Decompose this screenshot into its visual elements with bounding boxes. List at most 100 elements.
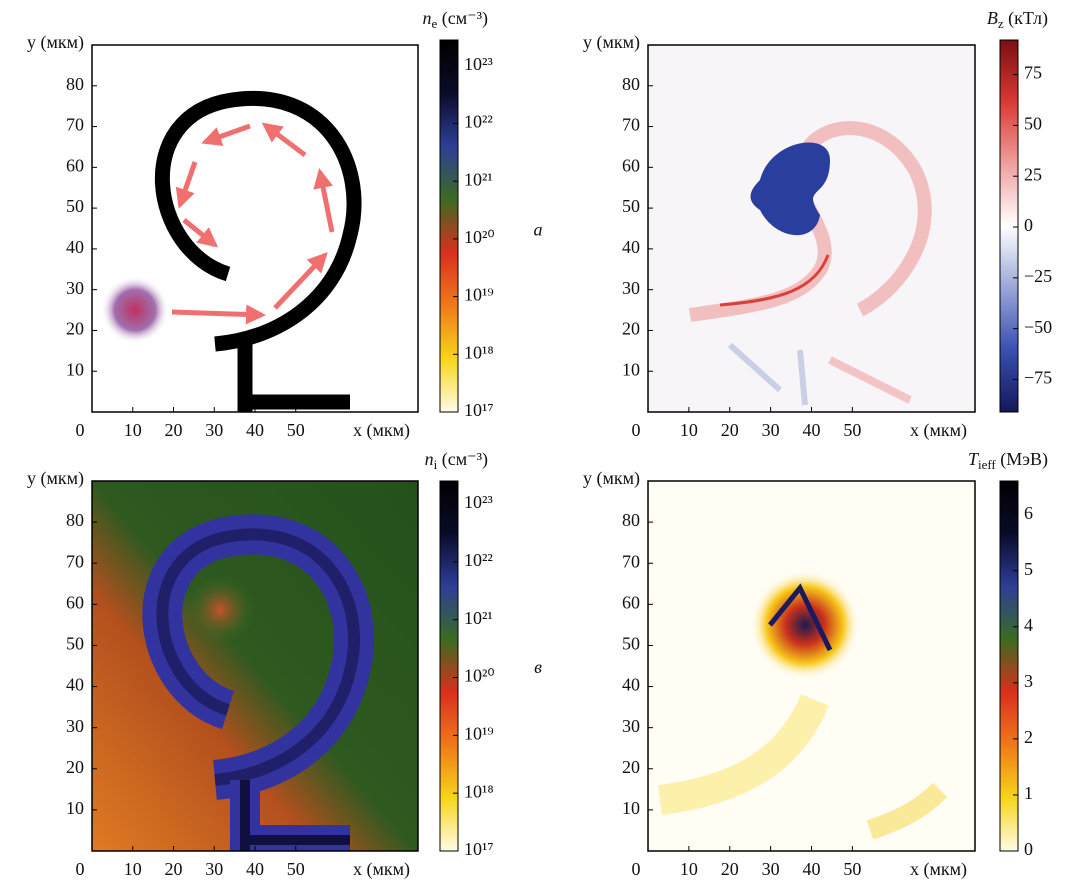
colorbar-unit: (кТл): [1004, 8, 1048, 29]
colorbar-symbol: n: [425, 449, 434, 469]
colorbar-tick-label: 0: [1024, 215, 1033, 235]
colorbar-tick-label: 50: [1024, 114, 1042, 134]
y-tick-label: 70: [622, 115, 640, 135]
colorbar-subscript: ieff: [978, 457, 996, 472]
colorbar-unit: (см⁻³): [437, 449, 488, 470]
x-axis-label: x (мкм): [910, 859, 967, 879]
panel-letter: в: [534, 657, 542, 677]
x-tick-label: 50: [843, 859, 861, 879]
x-axis-label: x (мкм): [910, 420, 967, 441]
colorbar-label: ni (см⁻³): [425, 449, 488, 472]
y-tick-label: 80: [622, 74, 640, 94]
colorbar-tick-label: 75: [1024, 63, 1042, 83]
colorbar-label: ne (см⁻³): [422, 8, 488, 31]
x-axis-label: x (мкм): [353, 859, 410, 879]
heatmap-image: [648, 45, 975, 412]
y-tick-label: 20: [622, 319, 640, 339]
colorbar: [999, 39, 1019, 413]
colorbar-tick-label: 4: [1024, 615, 1033, 635]
colorbar-tick-label: −50: [1024, 317, 1052, 337]
y-tick-label: 20: [622, 757, 640, 777]
colorbar-tick-label: 10¹⁷: [464, 839, 494, 859]
y-tick-label: 30: [66, 278, 84, 298]
y-tick-label: 60: [66, 592, 84, 612]
colorbar-tick-label: 25: [1024, 164, 1042, 184]
y-tick-label: 80: [66, 510, 84, 530]
y-tick-label: 30: [622, 278, 640, 298]
x-axis-label: x (мкм): [353, 420, 410, 441]
colorbar-tick-label: 10²¹: [464, 169, 493, 189]
x-tick-label: 30: [762, 420, 780, 440]
colorbar-tick-label: 10¹⁸: [464, 781, 494, 801]
y-tick-label: 40: [622, 237, 640, 257]
x-tick-label: 50: [287, 859, 305, 879]
colorbar-tick-label: 10¹⁸: [464, 342, 494, 362]
colorbar-symbol: T: [968, 449, 980, 469]
colorbar-tick-label: −75: [1024, 368, 1052, 388]
y-tick-label: 50: [622, 196, 640, 216]
colorbar: [439, 39, 459, 413]
y-tick-label: 10: [622, 798, 640, 818]
colorbar-symbol: n: [422, 8, 431, 28]
x-tick-label: 0: [632, 420, 641, 440]
heatmap-image: [92, 481, 418, 851]
colorbar-tick-label: 10²²: [464, 112, 493, 132]
colorbar-symbol: B: [987, 8, 998, 28]
y-tick-label: 50: [66, 196, 84, 216]
x-tick-label: 10: [680, 420, 698, 440]
y-tick-label: 60: [622, 592, 640, 612]
y-tick-label: 40: [66, 237, 84, 257]
x-tick-label: 0: [632, 859, 641, 879]
x-tick-label: 20: [165, 859, 183, 879]
colorbar-tick-label: 3: [1024, 671, 1033, 691]
y-tick-label: 70: [66, 115, 84, 135]
y-axis-label: y (мкм): [583, 468, 640, 489]
x-tick-label: 40: [803, 420, 821, 440]
colorbar-tick-label: 10²⁰: [464, 227, 495, 247]
x-tick-label: 30: [205, 859, 223, 879]
colorbar-subscript: i: [434, 457, 438, 472]
colorbar-tick-label: 10¹⁹: [464, 285, 494, 305]
y-tick-label: 20: [66, 757, 84, 777]
x-tick-label: 10: [124, 859, 142, 879]
heatmap-image: [648, 481, 975, 851]
y-tick-label: 20: [66, 319, 84, 339]
x-tick-label: 10: [124, 420, 142, 440]
x-tick-label: 40: [803, 859, 821, 879]
colorbar-tick-label: 10²³: [464, 54, 493, 74]
x-tick-label: 0: [76, 420, 85, 440]
x-tick-label: 50: [843, 420, 861, 440]
y-tick-label: 60: [622, 155, 640, 175]
colorbar-tick-label: 2: [1024, 727, 1033, 747]
y-tick-label: 50: [622, 634, 640, 654]
x-tick-label: 20: [721, 420, 739, 440]
x-tick-label: 0: [76, 859, 85, 879]
colorbar-tick-label: 0: [1024, 839, 1033, 859]
y-tick-label: 60: [66, 155, 84, 175]
colorbar-tick-label: −25: [1024, 266, 1052, 286]
x-tick-label: 40: [246, 859, 264, 879]
panel-letter: а: [534, 220, 543, 240]
colorbar-tick-label: 1: [1024, 783, 1033, 803]
y-tick-label: 70: [66, 551, 84, 571]
y-tick-label: 80: [622, 510, 640, 530]
x-tick-label: 20: [721, 859, 739, 879]
x-tick-label: 40: [246, 420, 264, 440]
y-tick-label: 30: [66, 716, 84, 736]
heatmap-image: [92, 45, 418, 412]
colorbar-tick-label: 10²¹: [464, 608, 493, 628]
y-axis-label: y (мкм): [27, 468, 84, 489]
colorbar-tick-label: 10¹⁹: [464, 723, 494, 743]
x-tick-label: 50: [287, 420, 305, 440]
x-tick-label: 30: [205, 420, 223, 440]
y-tick-label: 80: [66, 74, 84, 94]
y-tick-label: 40: [622, 675, 640, 695]
colorbar-tick-label: 10²²: [464, 550, 493, 570]
y-tick-label: 30: [622, 716, 640, 736]
colorbar: [999, 480, 1019, 852]
